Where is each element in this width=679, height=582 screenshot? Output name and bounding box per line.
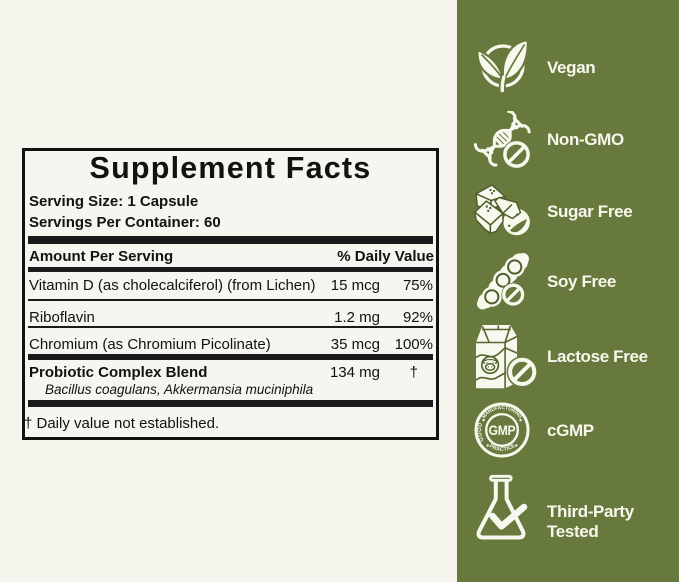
svg-text:GMP: GMP	[489, 422, 516, 438]
svg-text:GOOD: GOOD	[477, 422, 486, 442]
svg-text:PRACTICE: PRACTICE	[488, 443, 517, 453]
